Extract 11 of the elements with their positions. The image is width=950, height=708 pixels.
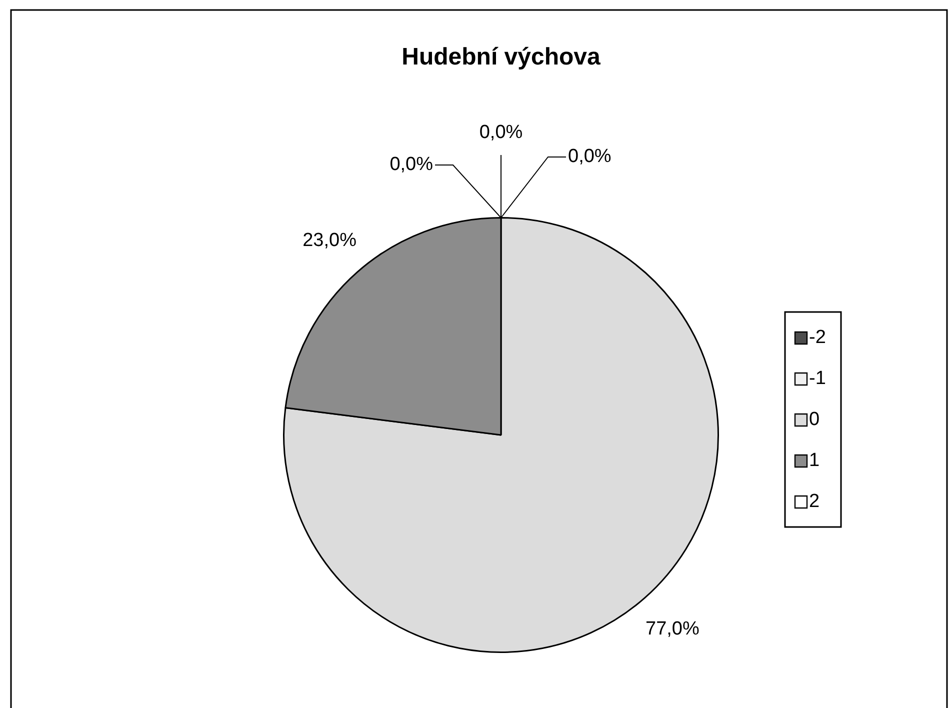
legend-label: 2 [809,491,820,512]
legend-label: 1 [809,450,820,472]
text: 0,0% [390,154,433,176]
text: 0,0% [568,146,612,168]
data-label: 23,0% [302,230,357,251]
text: 0,0% [479,122,523,144]
data-label: 77,0% [646,618,700,640]
chart-title: Hudební výchova [402,44,602,71]
legend-label: 0 [809,409,820,430]
legend-label: -2 [809,327,826,348]
legend-label: -1 [809,368,826,390]
